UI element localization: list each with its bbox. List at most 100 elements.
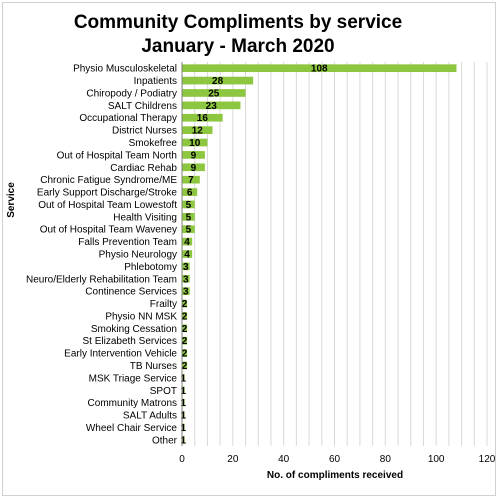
bar (182, 274, 190, 283)
data-label: 25 (208, 88, 220, 99)
bar (182, 126, 213, 134)
x-tick-label: 120 (479, 454, 496, 465)
category-label: Inpatients (134, 76, 177, 87)
bar (182, 200, 195, 209)
category-label: Smokefree (129, 138, 178, 149)
category-label: Health Visiting (113, 212, 177, 223)
chart-title: Community Compliments by service (73, 12, 403, 33)
data-label: 5 (186, 225, 192, 236)
bar (182, 435, 185, 444)
bar (182, 188, 198, 196)
category-label: Early Intervention Vehicle (64, 349, 177, 360)
bar (182, 374, 185, 382)
data-label: 16 (197, 113, 209, 124)
data-label: 108 (311, 64, 328, 75)
category-label: SALT Childrens (108, 101, 177, 112)
data-label: 10 (189, 138, 201, 149)
bar (182, 175, 200, 184)
data-label: 2 (182, 361, 188, 372)
bar (182, 138, 208, 147)
data-label: 3 (183, 287, 189, 298)
bar (182, 250, 193, 258)
data-label: 2 (182, 324, 188, 335)
data-label: 1 (180, 423, 186, 434)
chart-frame (2, 2, 496, 496)
category-label: Continence Services (85, 287, 177, 298)
category-label: Smoking Cessation (91, 324, 177, 335)
bar (182, 299, 188, 308)
category-label: Out of Hospital Team Waveney (40, 225, 177, 236)
category-label: TB Nurses (130, 361, 177, 372)
data-label: 9 (191, 163, 197, 174)
bar (182, 361, 188, 370)
data-label: 12 (192, 126, 204, 137)
bar (182, 225, 195, 234)
data-label: 6 (187, 188, 193, 199)
bar (182, 113, 223, 122)
bar (182, 151, 205, 159)
category-labels: Physio MusculoskeletalInpatientsChiropod… (26, 64, 178, 447)
bar (182, 76, 254, 85)
category-label: Physio Musculoskeletal (73, 64, 177, 75)
x-axis-title: No. of compliments received (267, 470, 403, 481)
x-tick-labels: 0 20 40 60 80 100 120 (179, 454, 496, 465)
bar (182, 89, 246, 97)
bar (182, 312, 188, 320)
data-label: 1 (180, 411, 186, 422)
data-label: 1 (180, 386, 186, 397)
bar (182, 398, 185, 407)
category-label: Out of Hospital Team Lowestoft (38, 200, 177, 211)
data-label: 9 (191, 150, 197, 161)
category-label: Cardiac Rehab (110, 163, 177, 174)
category-label: Neuro/Elderly Rehabilitation Team (26, 274, 177, 285)
gridlines (194, 62, 488, 446)
bar (182, 336, 188, 345)
x-tick-label: 20 (227, 454, 239, 465)
data-label: 2 (182, 299, 188, 310)
x-tick-label: 0 (179, 454, 185, 465)
bar (182, 101, 241, 110)
data-label: 4 (184, 250, 190, 261)
bar (182, 287, 190, 296)
category-label: SALT Adults (123, 411, 177, 422)
bar (182, 411, 185, 419)
x-tick-label: 60 (329, 454, 341, 465)
category-label: Physio Neurology (99, 250, 177, 261)
category-label: Early Support Discharge/Stroke (37, 188, 178, 199)
x-tick-label: 40 (278, 454, 290, 465)
data-label: 4 (184, 237, 190, 248)
data-label: 28 (212, 76, 224, 87)
data-label: 7 (188, 175, 194, 186)
category-label: Physio NN MSK (105, 311, 177, 322)
bar (182, 324, 188, 333)
category-label: Wheel Chair Service (86, 423, 178, 434)
bar (182, 349, 188, 357)
x-tick-label: 80 (380, 454, 392, 465)
data-label: 2 (182, 336, 188, 347)
bar (182, 262, 190, 271)
y-axis-title: Service (6, 182, 17, 218)
category-label: St Elizabeth Services (83, 336, 178, 347)
data-label: 2 (182, 311, 188, 322)
category-label: Occupational Therapy (79, 113, 177, 124)
category-label: Other (152, 435, 178, 446)
bar (182, 237, 193, 246)
category-label: Chiropody / Podiatry (86, 88, 177, 99)
data-label: 2 (182, 349, 188, 360)
data-label: 1 (180, 435, 186, 446)
bar (182, 163, 205, 172)
category-label: MSK Triage Service (89, 373, 178, 384)
bars (182, 64, 457, 444)
data-label: 5 (186, 200, 192, 211)
bar (182, 64, 457, 73)
category-label: Falls Prevention Team (78, 237, 177, 248)
category-label: SPOT (150, 386, 177, 397)
data-label: 5 (186, 212, 192, 223)
category-label: Out of Hospital Team North (57, 150, 177, 161)
category-label: Community Matrons (88, 398, 177, 409)
category-label: Phlebotomy (124, 262, 177, 273)
chart-subtitle: January - March 2020 (141, 36, 335, 57)
x-tick-label: 100 (428, 454, 445, 465)
category-label: Chronic Fatigue Syndrome/ME (40, 175, 177, 186)
